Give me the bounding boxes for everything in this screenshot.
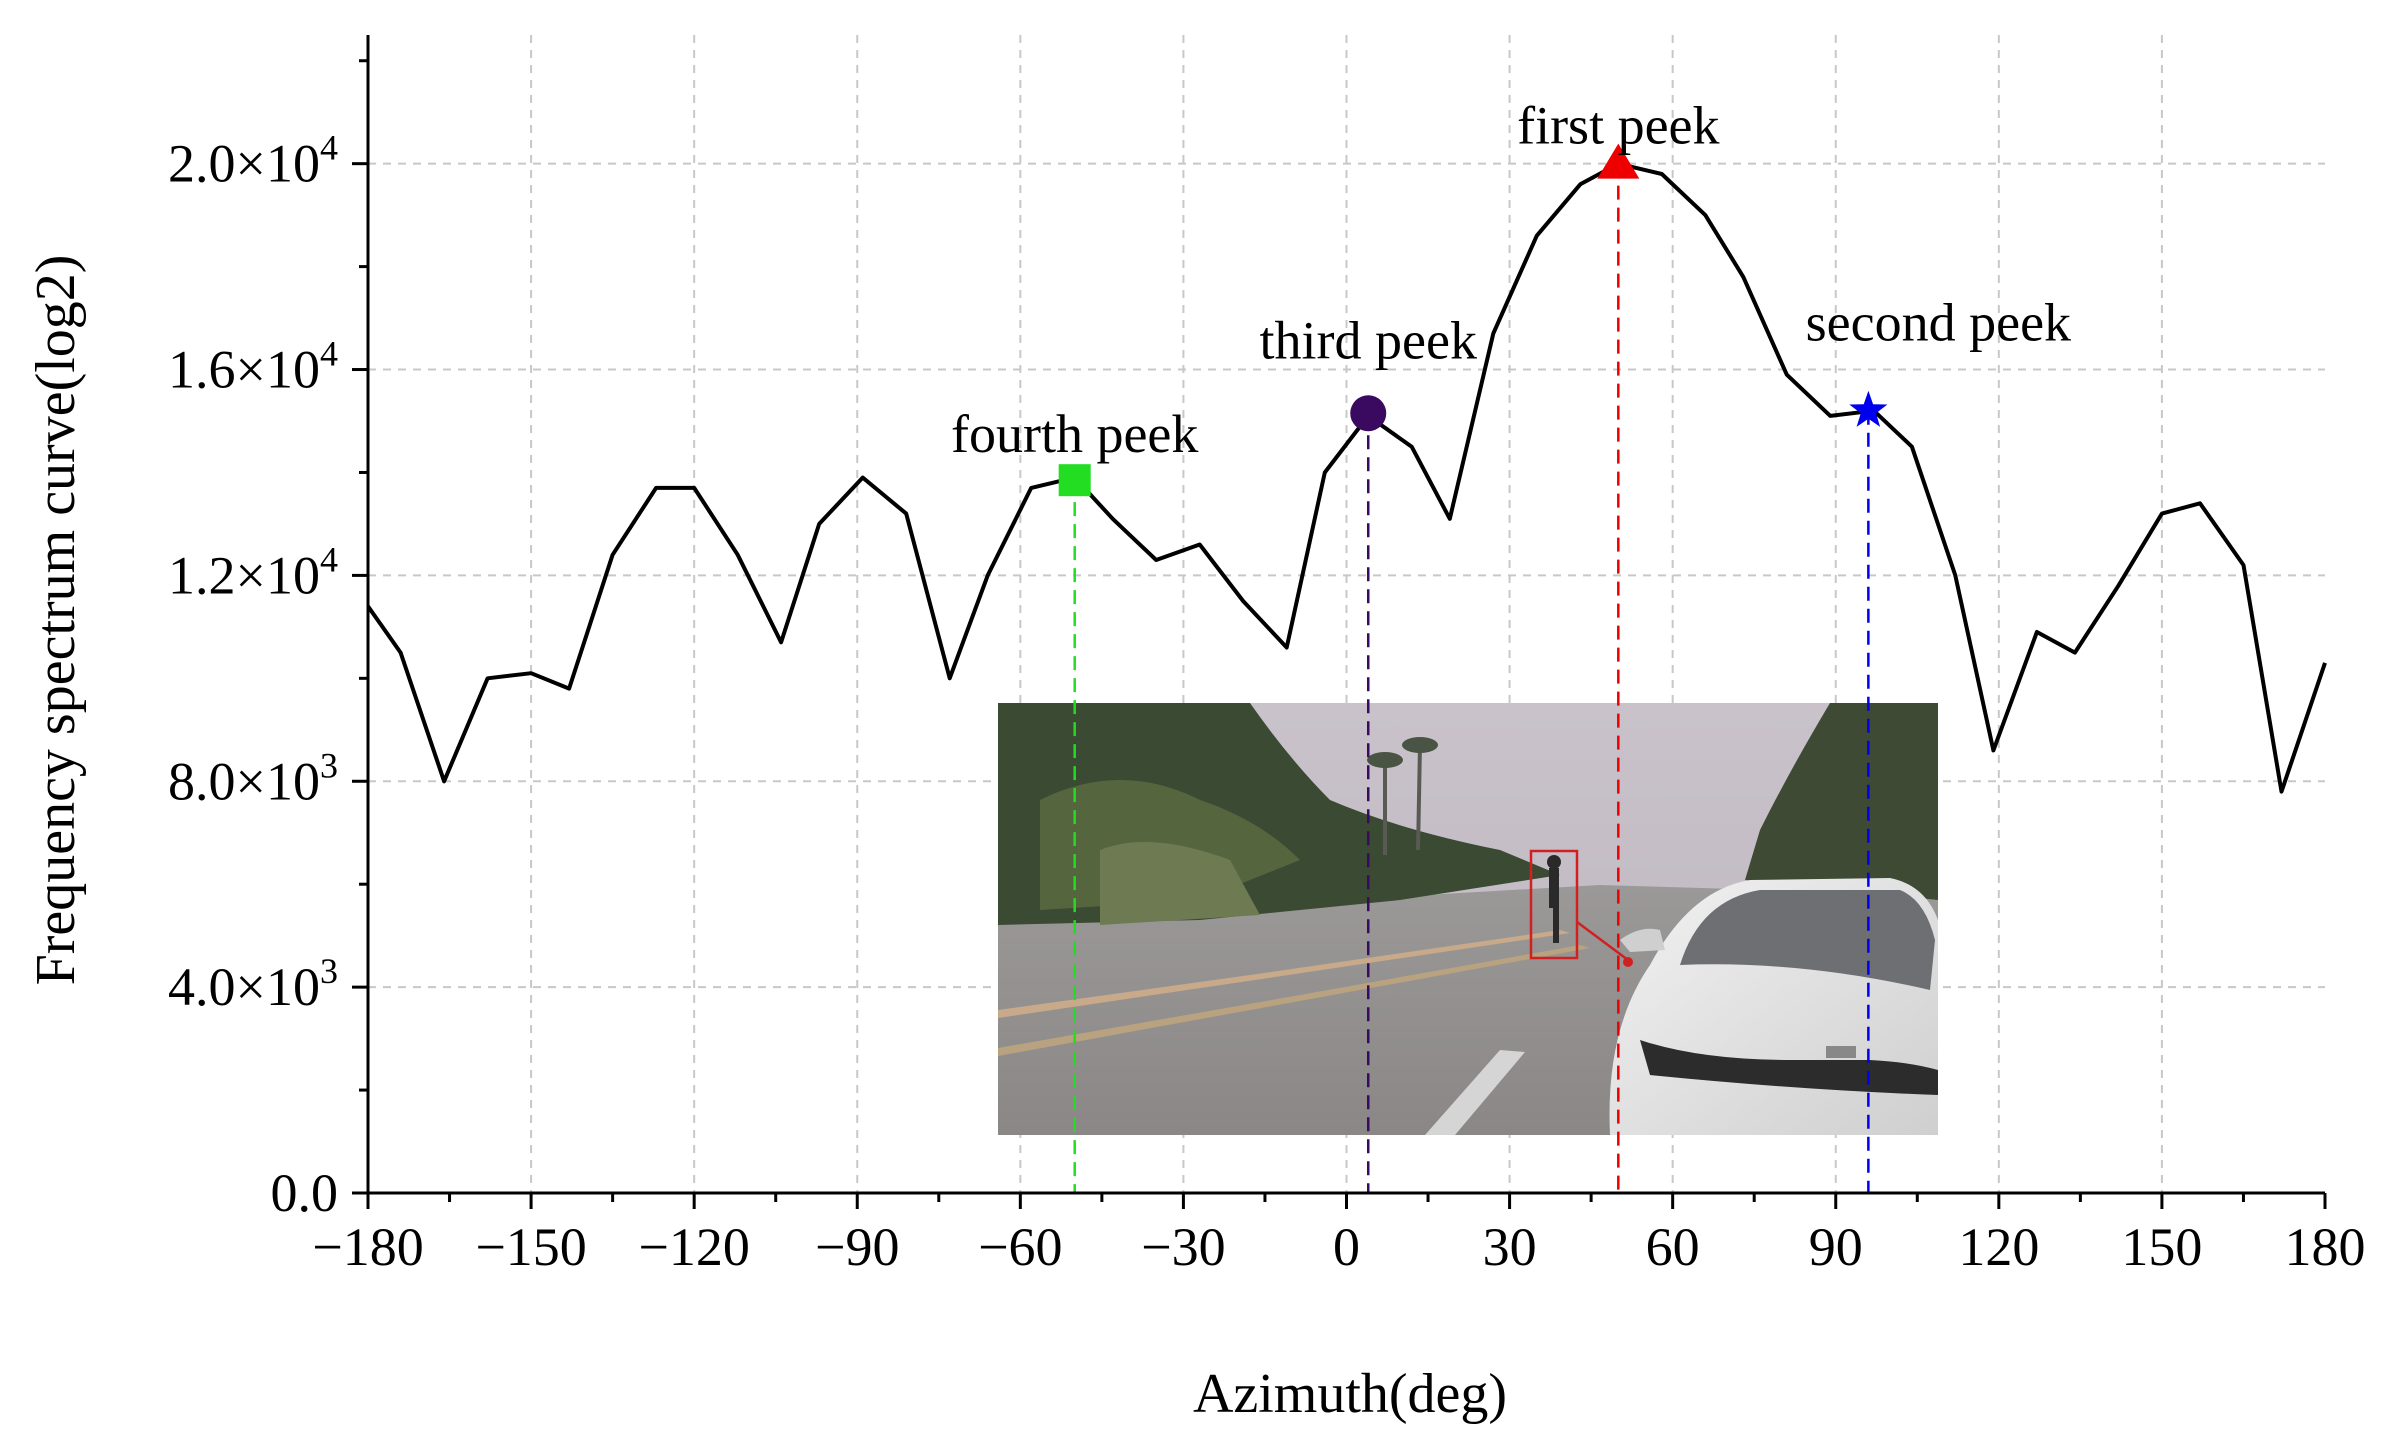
x-tick-label: −30 [1141, 1217, 1225, 1277]
x-tick-label: 0 [1333, 1217, 1360, 1277]
x-axis-title: Azimuth(deg) [1193, 1363, 1507, 1425]
x-tick-label: −150 [475, 1217, 586, 1277]
series-layer [366, 161, 2327, 794]
x-tick-label: −60 [978, 1217, 1062, 1277]
x-tick-label: 150 [2121, 1217, 2202, 1277]
y-tick-labels: 0.0 4.0×103 8.0×103 1.2×104 1.6×104 2.0×104 [168, 128, 338, 1223]
y-tick-label: 1.2×104 [168, 539, 338, 605]
x-tick-label: 120 [1958, 1217, 2039, 1277]
peak-label: third peek [1260, 310, 1477, 370]
y-tick-label: 1.6×104 [168, 334, 338, 400]
x-tick-label: 180 [2285, 1217, 2366, 1277]
x-tick-label: 30 [1483, 1217, 1537, 1277]
x-tick-labels: −180 −150 −120 −90 −60 −30 0 30 60 90 120 150 180 [312, 1217, 2365, 1277]
y-tick-label: 8.0×103 [168, 745, 338, 811]
y-tick-label: 0.0 [271, 1163, 339, 1223]
x-tick-label: 90 [1809, 1217, 1863, 1277]
peak-marker-circle [1350, 395, 1387, 432]
x-tick-label: −120 [638, 1217, 749, 1277]
peak-marker-triangle [1597, 143, 1640, 179]
axes [352, 35, 2327, 1209]
inset-photo [998, 703, 1938, 1135]
y-tick-label: 4.0×103 [168, 951, 338, 1017]
y-axis-title: Frequency spectrum curve(log2) [25, 255, 87, 986]
peak-drop-lines [1073, 163, 1870, 1193]
peak-marker-star [1849, 390, 1888, 427]
peak-label: first peek [1517, 96, 1719, 156]
peak-markers: first peek second peek third peek fourth pe… [951, 96, 2071, 497]
peak-label: second peek [1806, 293, 2071, 353]
y-tick-label: 2.0×104 [168, 128, 338, 194]
peak-marker-square [1058, 464, 1091, 497]
x-tick-label: −90 [815, 1217, 899, 1277]
x-tick-label: −180 [312, 1217, 423, 1277]
x-tick-label: 60 [1646, 1217, 1700, 1277]
peak-label: fourth peek [951, 404, 1198, 464]
spectrum-line [366, 161, 2327, 794]
